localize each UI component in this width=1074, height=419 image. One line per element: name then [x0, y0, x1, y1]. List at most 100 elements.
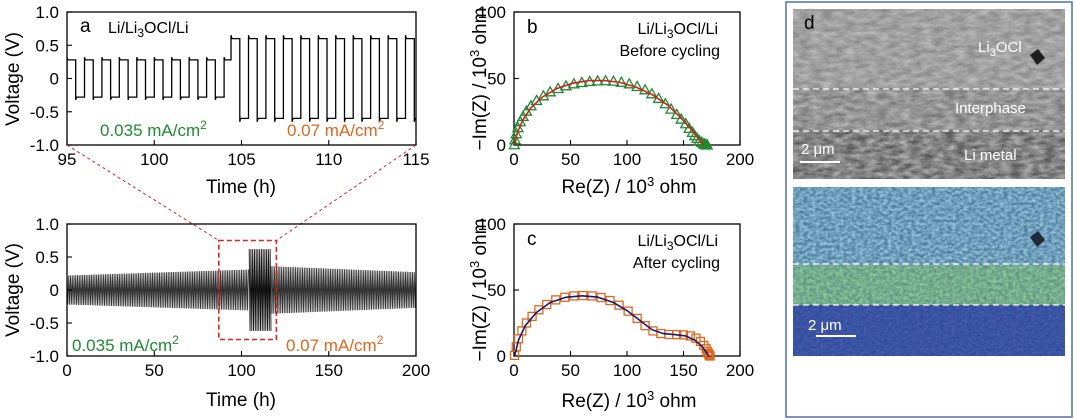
panel-a-ylabel: Voltage (V) — [3, 32, 24, 126]
sem-layer-label-li-metal: Li metal — [964, 147, 1017, 164]
x-tick-label: 100 — [613, 150, 641, 169]
x-tick-label: 200 — [402, 361, 430, 380]
panel-a-voltage-trace — [67, 35, 416, 122]
x-tick-label: 0 — [509, 361, 518, 380]
x-tick-label: 50 — [561, 150, 580, 169]
data-point-square — [623, 306, 633, 316]
data-point-square — [614, 300, 624, 310]
sem-image-bottom-eds: 2 μm — [793, 187, 1065, 356]
data-point-triangle — [701, 138, 714, 150]
panel-a: 95 100 105 110 115 -1.0 -0.5 0 0.5 1.0 a Li/Li3OC… — [3, 3, 430, 198]
data-point-triangle — [659, 97, 672, 109]
panel-a-full-rate-label-2: 0.07 mA/cm2 — [286, 333, 384, 355]
panel-b-nyquist-points — [508, 74, 714, 150]
x-tick-label: 95 — [58, 150, 77, 169]
panel-d-label: d — [804, 13, 815, 34]
y-tick-label: 1.0 — [35, 215, 59, 234]
y-tick-label: -0.5 — [30, 103, 59, 122]
panel-a-label: a — [80, 16, 91, 37]
panel-a-cell-label: Li/Li3OCl/Li — [108, 20, 189, 40]
panel-c-title-line-1: Li/Li3OCl/Li — [638, 233, 719, 253]
panel-a-full-ticks: 0 50 100 150 200 -1.0 -0.5 0 0.5 1.0 — [30, 215, 430, 380]
data-point-triangle — [693, 134, 706, 146]
data-point-triangle — [675, 112, 688, 124]
data-point-square — [705, 351, 715, 361]
sem-top-scale-bar: 2 μm — [801, 141, 835, 158]
panel-c: 0 50 100 150 200 0 50 100 c Li/Li3OCl/Li After … — [467, 215, 754, 412]
data-point-square — [534, 305, 544, 315]
panel-c-ylabel: −Im(Z) / 103 ohm — [467, 219, 491, 362]
x-tick-label: 100 — [613, 361, 641, 380]
zoom-connector-right — [276, 144, 417, 241]
data-point-triangle — [688, 129, 701, 141]
panel-a-full-xlabel: Time (h) — [206, 390, 276, 411]
data-point-triangle — [690, 132, 704, 143]
x-tick-label: 50 — [145, 361, 164, 380]
panel-b-ticks: 0 50 100 150 200 0 50 100 — [478, 3, 755, 169]
y-tick-label: -1.0 — [30, 347, 59, 366]
data-point-square — [527, 311, 537, 322]
y-tick-label: 0 — [50, 70, 59, 89]
panel-c-label: c — [527, 229, 537, 250]
y-tick-label: 0 — [497, 136, 506, 155]
panel-b-title-line-1: Li/Li3OCl/Li — [638, 21, 719, 41]
voltage-square-wave — [67, 35, 416, 122]
panel-b-xlabel: Re(Z) / 103 ohm — [561, 174, 696, 198]
y-tick-label: 0 — [50, 281, 59, 300]
x-tick-label: 150 — [669, 361, 697, 380]
data-point-triangle — [670, 108, 683, 120]
y-tick-label: 50 — [487, 281, 506, 300]
x-tick-label: 150 — [315, 361, 343, 380]
panel-a-ticks: 95 100 105 110 115 -1.0 -0.5 0 0.5 1.0 — [30, 3, 430, 169]
data-point-square — [640, 320, 650, 331]
panel-a-xlabel: Time (h) — [206, 177, 276, 198]
panel-a-rate-label-1: 0.035 mA/cm2 — [100, 118, 207, 140]
panel-b-label: b — [527, 17, 538, 38]
panel-c-xlabel: Re(Z) / 103 ohm — [561, 388, 696, 412]
y-tick-label: 0 — [497, 347, 506, 366]
x-tick-label: 0 — [62, 361, 71, 380]
panel-d: d Li3OCl Interphase Li metal 2 μm 2 μm — [785, 1, 1073, 418]
panel-c-nyquist-points — [509, 290, 715, 361]
data-point-triangle — [679, 117, 692, 129]
panel-c-title-line-2: After cycling — [633, 255, 720, 272]
fit-curve — [513, 79, 705, 146]
y-tick-label: 1.0 — [35, 3, 59, 22]
x-tick-label: 105 — [227, 150, 255, 169]
panel-c-ticks: 0 50 100 150 200 0 50 100 — [478, 215, 755, 380]
panel-a-full-voltage-trace — [67, 249, 416, 331]
sem-bottom-scale-bar: 2 μm — [808, 317, 842, 334]
voltage-oscillation-segment — [270, 266, 416, 314]
y-tick-label: 0.5 — [35, 36, 59, 55]
x-tick-label: 150 — [669, 150, 697, 169]
data-point-triangle — [664, 102, 678, 114]
data-point-square — [542, 299, 552, 310]
sem-layer-label-interphase: Interphase — [955, 100, 1026, 117]
x-tick-label: 50 — [561, 361, 580, 380]
x-tick-label: 200 — [726, 361, 754, 380]
sem-layer-label-li3ocl: Li3OCl — [978, 39, 1022, 59]
sem-image-top: d Li3OCl Interphase Li metal 2 μm — [793, 9, 1065, 179]
x-tick-label: 100 — [140, 150, 168, 169]
x-tick-label: 0 — [509, 150, 518, 169]
data-point-square — [521, 318, 532, 328]
x-tick-label: 100 — [227, 361, 255, 380]
y-tick-label: -0.5 — [30, 314, 59, 333]
panel-a-full-ylabel: Voltage (V) — [3, 243, 24, 337]
y-tick-label: 100 — [478, 215, 506, 234]
data-point-square — [632, 313, 642, 324]
y-tick-label: -1.0 — [30, 136, 59, 155]
x-tick-label: 110 — [315, 150, 342, 169]
y-tick-label: 0.5 — [35, 248, 59, 267]
panel-b: 0 50 100 150 200 0 50 100 b Li/Li3OCl/Li Before… — [467, 3, 754, 198]
zoom-window-box — [218, 239, 278, 341]
y-tick-label: 50 — [487, 70, 506, 89]
voltage-oscillation-segment — [248, 249, 272, 331]
x-tick-label: 115 — [402, 150, 429, 169]
panel-b-ylabel: −Im(Z) / 103 ohm — [467, 8, 491, 151]
panel-b-title-line-2: Before cycling — [620, 43, 721, 60]
x-tick-label: 200 — [726, 150, 754, 169]
voltage-oscillation-segment — [67, 269, 249, 311]
panel-a-rate-label-2: 0.07 mA/cm2 — [287, 118, 385, 140]
